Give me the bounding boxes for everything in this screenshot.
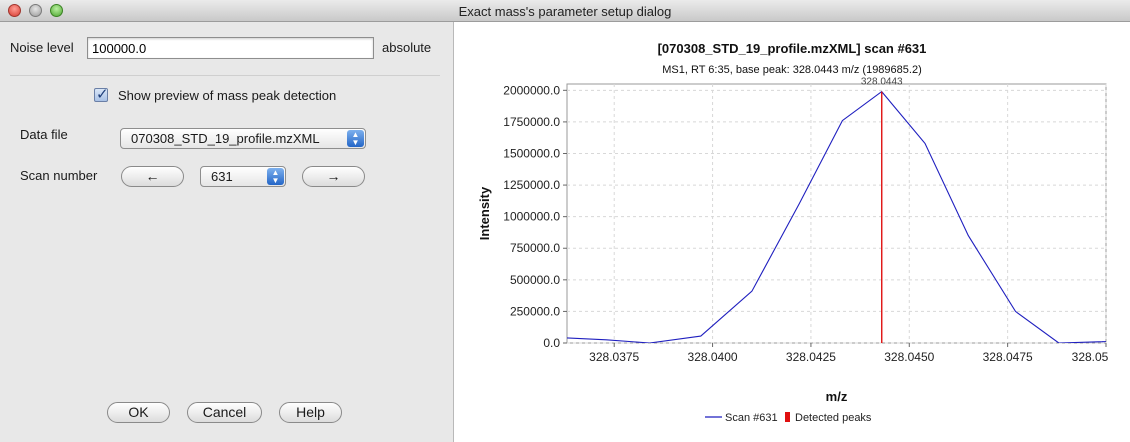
parameter-panel: Noise level absolute ✓ Show preview of m… (0, 22, 453, 442)
zoom-window-button[interactable] (50, 4, 63, 17)
minimize-window-button[interactable] (29, 4, 42, 17)
legend-peaks-swatch (785, 412, 790, 422)
cancel-button[interactable]: Cancel (187, 402, 262, 423)
x-tick-label: 328.0475 (983, 350, 1033, 364)
noise-level-input[interactable] (87, 37, 374, 59)
window-title: Exact mass's parameter setup dialog (458, 4, 672, 19)
close-window-button[interactable] (8, 4, 21, 17)
data-file-select[interactable]: 070308_STD_19_profile.mzXML ▲ ▼ (120, 128, 366, 149)
data-file-label: Data file (20, 127, 68, 142)
previous-scan-button[interactable]: ← (121, 166, 184, 187)
section-divider (10, 75, 440, 76)
ok-button-label: OK (128, 404, 149, 420)
y-tick-label: 250000.0 (510, 304, 560, 318)
noise-unit-label: absolute (382, 40, 432, 55)
y-tick-label: 1250000.0 (503, 178, 560, 192)
y-tick-label: 1750000.0 (503, 115, 560, 129)
chart-subtitle: MS1, RT 6:35, base peak: 328.0443 m/z (1… (662, 64, 921, 76)
updown-arrows-icon: ▲ ▼ (267, 168, 284, 185)
preview-chart-panel: [070308_STD_19_profile.mzXML] scan #631 M… (453, 22, 1130, 442)
x-tick-label: 328.0375 (589, 350, 639, 364)
y-axis-label: Intensity (477, 186, 492, 240)
y-tick-label: 500000.0 (510, 273, 560, 287)
series-line (567, 90, 1106, 343)
scan-number-label: Scan number (20, 168, 98, 183)
title-bar: Exact mass's parameter setup dialog (0, 0, 1130, 22)
updown-arrows-icon: ▲ ▼ (347, 130, 364, 147)
y-tick-label: 2000000.0 (503, 83, 560, 97)
preview-label: Show preview of mass peak detection (118, 88, 337, 103)
y-tick-label: 1500000.0 (503, 146, 560, 160)
spectrum-chart[interactable]: [070308_STD_19_profile.mzXML] scan #631 M… (454, 22, 1130, 442)
x-tick-label: 328.0400 (688, 350, 738, 364)
checkmark-icon: ✓ (96, 86, 109, 103)
legend-peaks-label: Detected peaks (795, 412, 872, 424)
next-scan-button[interactable]: → (302, 166, 365, 187)
x-tick-label: 328.05 (1072, 350, 1109, 364)
scan-number-value: 631 (211, 169, 233, 184)
x-axis-label: m/z (826, 389, 848, 404)
ok-button[interactable]: OK (107, 402, 170, 423)
data-file-value: 070308_STD_19_profile.mzXML (131, 131, 320, 146)
legend-series-label: Scan #631 (725, 412, 778, 424)
y-tick-label: 1000000.0 (503, 210, 560, 224)
plot-area (566, 83, 1107, 344)
peak-label: 328.0443 (861, 77, 903, 88)
chart-title: [070308_STD_19_profile.mzXML] scan #631 (658, 41, 927, 56)
help-button[interactable]: Help (279, 402, 342, 423)
x-tick-label: 328.0425 (786, 350, 836, 364)
preview-checkbox[interactable]: ✓ (94, 86, 109, 103)
cancel-button-label: Cancel (202, 404, 247, 420)
help-button-label: Help (296, 404, 325, 420)
scan-number-select[interactable]: 631 ▲ ▼ (200, 166, 286, 187)
y-tick-label: 750000.0 (510, 241, 560, 255)
noise-level-label: Noise level (10, 40, 74, 55)
right-arrow-icon: → (326, 168, 341, 184)
left-arrow-icon: ← (145, 168, 160, 184)
y-tick-label: 0.0 (543, 336, 560, 350)
x-tick-label: 328.0450 (884, 350, 934, 364)
